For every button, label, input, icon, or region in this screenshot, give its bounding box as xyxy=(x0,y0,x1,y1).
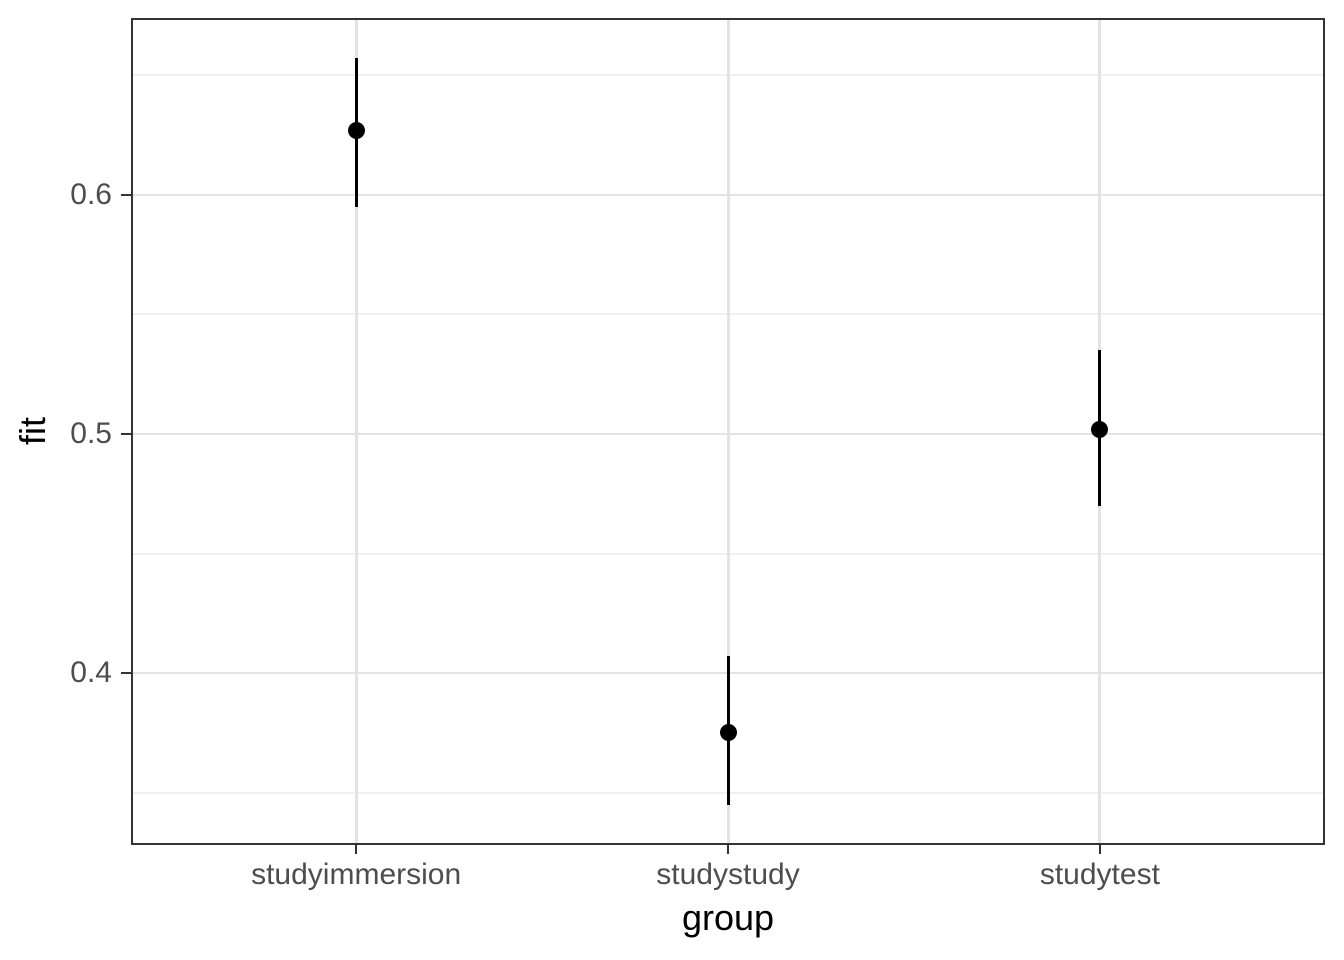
category-gridline xyxy=(354,20,358,843)
point-estimate xyxy=(719,724,737,742)
y-tick-label: 0.4 xyxy=(70,656,112,690)
x-tick-label: studytest xyxy=(1039,858,1160,891)
y-axis-title: fit xyxy=(12,417,53,446)
y-tick-label: 0.5 xyxy=(70,416,112,450)
y-axis-tick xyxy=(121,672,133,675)
point-estimate xyxy=(1091,420,1109,438)
category-gridline xyxy=(726,20,730,843)
point-estimate xyxy=(347,121,365,139)
x-axis-tick xyxy=(1098,843,1101,854)
x-axis-tick xyxy=(727,843,729,854)
x-axis-tick xyxy=(355,843,358,854)
y-axis-tick xyxy=(121,432,133,435)
x-axis-title: group xyxy=(681,897,775,938)
plot-panel xyxy=(133,20,1323,843)
x-tick-label: studyimmersion xyxy=(251,858,462,891)
y-axis-tick xyxy=(121,193,133,196)
x-tick-label: studystudy xyxy=(656,858,800,891)
y-tick-label: 0.6 xyxy=(70,177,112,211)
